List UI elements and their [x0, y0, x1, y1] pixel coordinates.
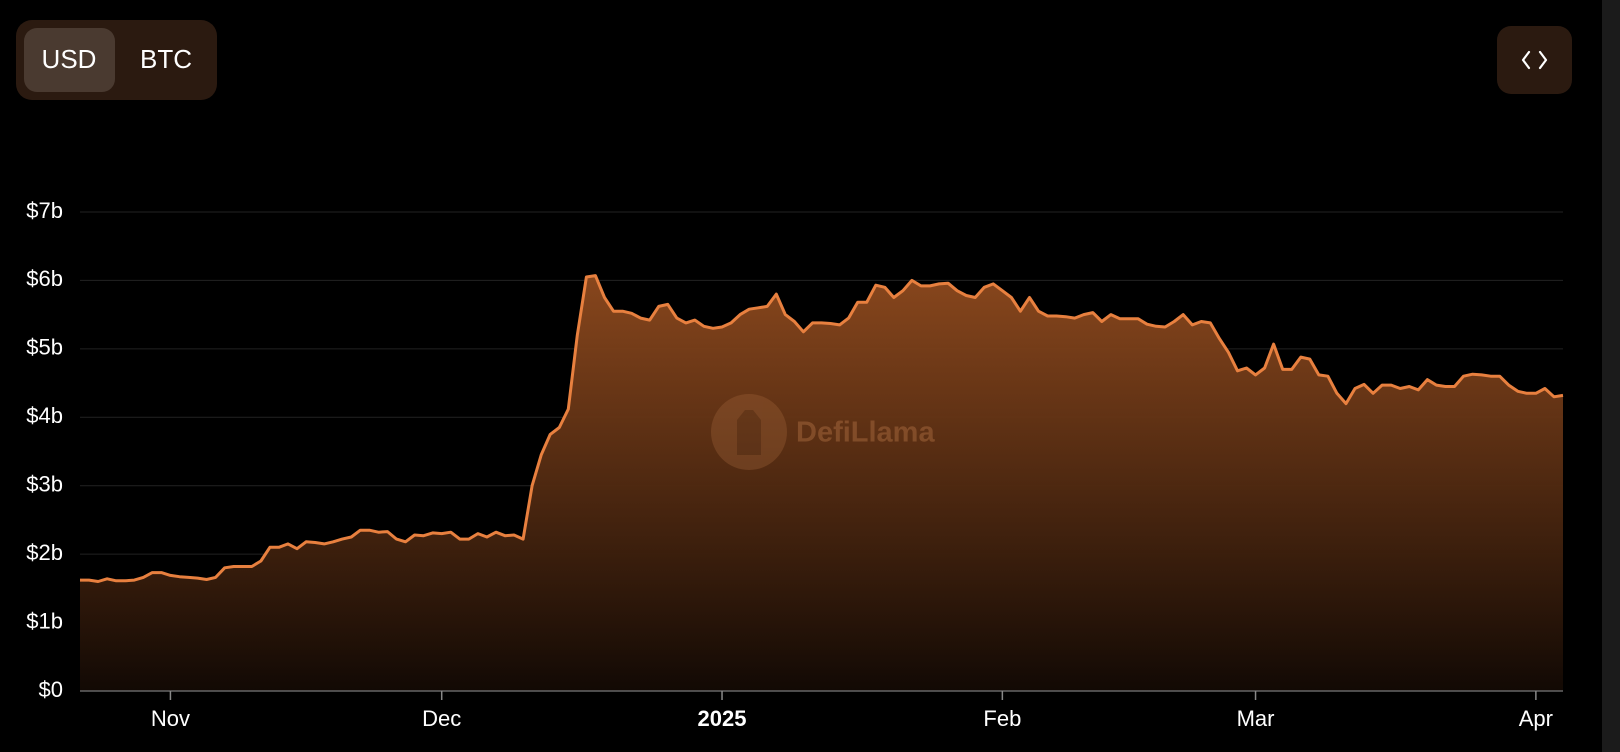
toggle-option[interactable]: BTC — [140, 44, 192, 74]
watermark: DefiLlama — [796, 417, 935, 449]
y-tick-label: $7b — [26, 198, 63, 223]
toggle-active-bg — [24, 28, 115, 92]
y-tick-label: $1b — [26, 608, 63, 633]
x-tick-label: Mar — [1237, 706, 1275, 731]
toggle-option[interactable]: USD — [42, 44, 97, 74]
y-tick-label: $6b — [26, 266, 63, 291]
watermark-logo — [711, 394, 787, 470]
x-tick-label: Feb — [983, 706, 1021, 731]
y-tick-label: $5b — [26, 335, 63, 360]
embed-button[interactable] — [1497, 26, 1572, 94]
embed-icon — [1521, 50, 1548, 70]
area — [80, 275, 1563, 691]
x-tick-label: Nov — [151, 706, 190, 731]
y-tick-label: $0 — [39, 677, 63, 702]
y-tick-label: $2b — [26, 540, 63, 565]
x-tick-label: Dec — [422, 706, 461, 731]
x-tick-label: 2025 — [698, 706, 747, 731]
y-tick-label: $4b — [26, 403, 63, 428]
x-tick-label: Apr — [1519, 706, 1553, 731]
y-tick-label: $3b — [26, 472, 63, 497]
line — [80, 274, 1564, 583]
plot: $0 $1b $2b $3b $4b $5b $6b $7b Nov Dec 2025 Feb Mar A… — [26, 198, 1564, 731]
scrollbar[interactable] — [1602, 0, 1620, 752]
